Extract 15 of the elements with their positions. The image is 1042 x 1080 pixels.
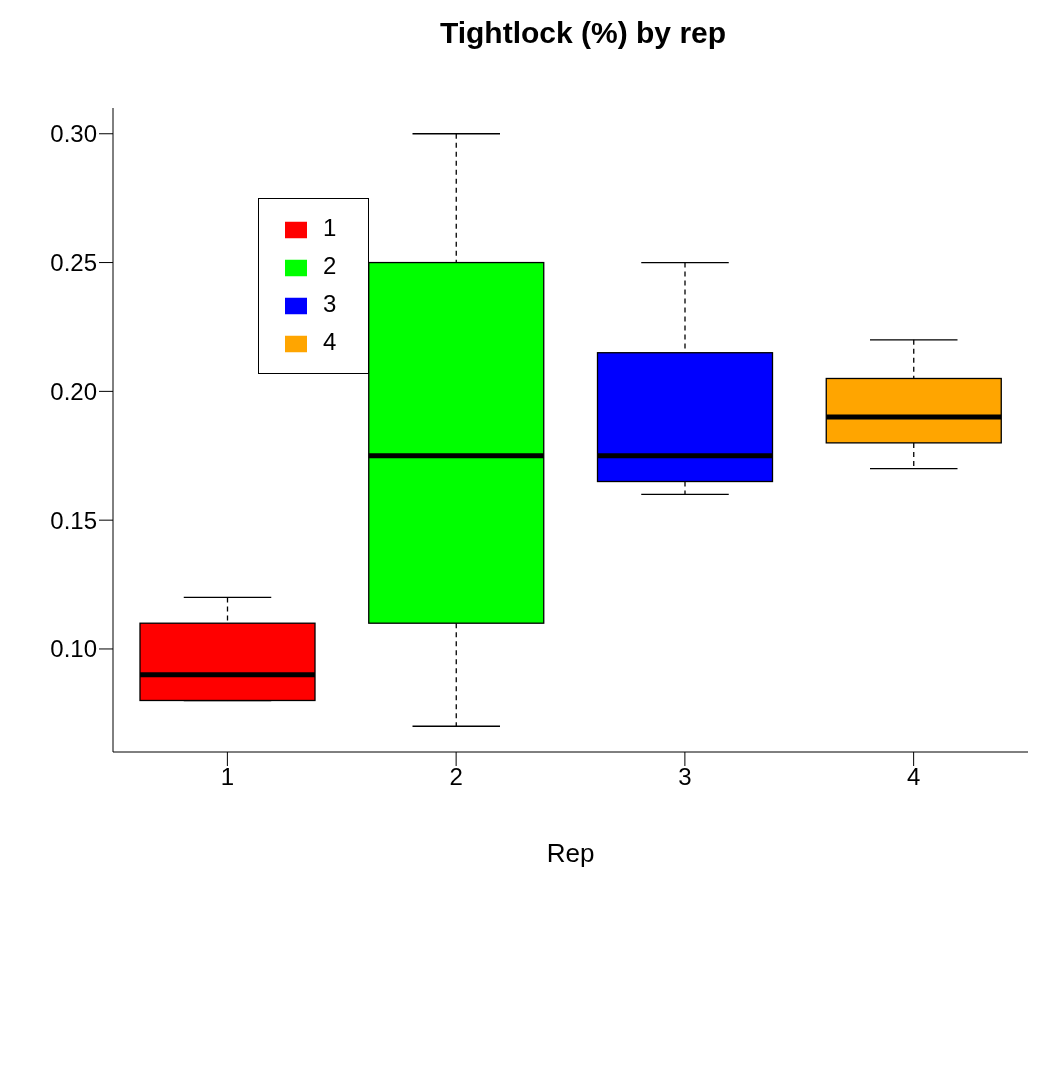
y-tick-label: 0.15: [50, 506, 97, 534]
legend-label: 1: [323, 214, 337, 241]
x-tick-label: 3: [678, 763, 692, 791]
x-tick-label: 1: [220, 763, 235, 791]
x-tick-label: 4: [906, 763, 921, 791]
chart-title: Tightlock (%) by rep: [438, 15, 728, 51]
y-tick-label: 0.20: [50, 377, 97, 405]
y-tick-label: 0.30: [50, 120, 97, 148]
y-tick-label: 0.25: [50, 249, 97, 277]
x-tick-label: 2: [449, 763, 463, 791]
legend-label: 2: [323, 252, 337, 279]
y-tick-label: 0.10: [50, 635, 97, 663]
legend-label: 4: [323, 328, 337, 355]
legend-label: 3: [323, 290, 337, 317]
x-axis-title: Rep: [546, 838, 595, 868]
